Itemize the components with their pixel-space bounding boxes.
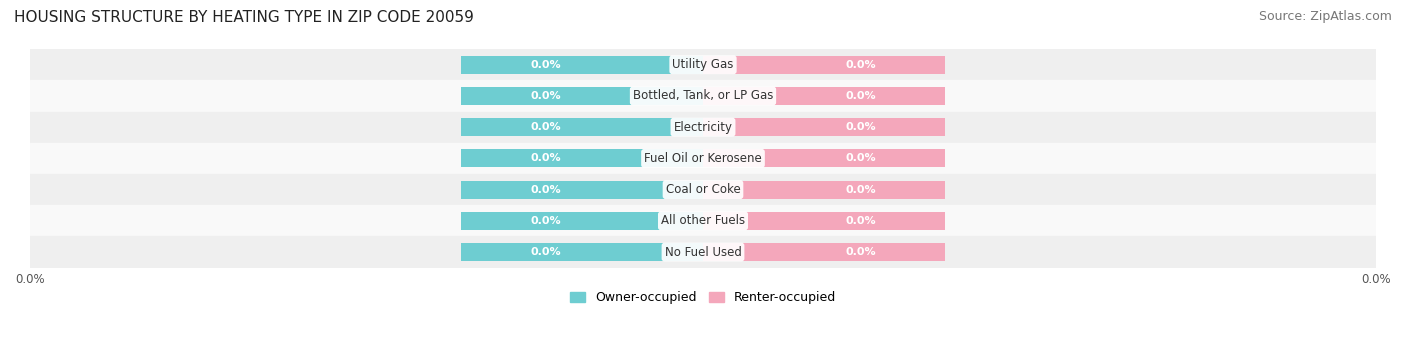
Bar (703, 149, 945, 167)
Bar (703, 56, 945, 74)
Text: 0.0%: 0.0% (530, 60, 561, 70)
Bar (30, 80, 1376, 112)
Text: All other Fuels: All other Fuels (661, 214, 745, 227)
Text: Source: ZipAtlas.com: Source: ZipAtlas.com (1258, 10, 1392, 23)
Bar (30, 143, 1376, 174)
Text: Utility Gas: Utility Gas (672, 58, 734, 71)
Bar (461, 56, 703, 74)
Text: 0.0%: 0.0% (530, 184, 561, 195)
Text: 0.0%: 0.0% (845, 153, 876, 163)
Text: 0.0%: 0.0% (530, 247, 561, 257)
Text: 0.0%: 0.0% (845, 184, 876, 195)
Bar (461, 118, 703, 136)
Bar (30, 205, 1376, 236)
Bar (703, 243, 945, 261)
Bar (461, 243, 703, 261)
Text: 0.0%: 0.0% (845, 216, 876, 226)
Text: 0.0%: 0.0% (845, 247, 876, 257)
Legend: Owner-occupied, Renter-occupied: Owner-occupied, Renter-occupied (565, 286, 841, 310)
Bar (703, 180, 945, 199)
Text: 0.0%: 0.0% (845, 60, 876, 70)
Bar (30, 174, 1376, 205)
Text: Coal or Coke: Coal or Coke (665, 183, 741, 196)
Text: Fuel Oil or Kerosene: Fuel Oil or Kerosene (644, 152, 762, 165)
Bar (461, 212, 703, 230)
Text: HOUSING STRUCTURE BY HEATING TYPE IN ZIP CODE 20059: HOUSING STRUCTURE BY HEATING TYPE IN ZIP… (14, 10, 474, 25)
Text: Electricity: Electricity (673, 121, 733, 134)
Bar (703, 87, 945, 105)
Bar (461, 180, 703, 199)
Text: 0.0%: 0.0% (530, 122, 561, 132)
Text: 0.0%: 0.0% (845, 91, 876, 101)
Text: 0.0%: 0.0% (530, 216, 561, 226)
Bar (461, 149, 703, 167)
Bar (30, 49, 1376, 80)
Text: No Fuel Used: No Fuel Used (665, 246, 741, 258)
Text: 0.0%: 0.0% (530, 153, 561, 163)
Bar (703, 118, 945, 136)
Bar (30, 112, 1376, 143)
Bar (461, 87, 703, 105)
Bar (703, 212, 945, 230)
Text: 0.0%: 0.0% (845, 122, 876, 132)
Text: Bottled, Tank, or LP Gas: Bottled, Tank, or LP Gas (633, 89, 773, 102)
Text: 0.0%: 0.0% (530, 91, 561, 101)
Bar (30, 236, 1376, 268)
